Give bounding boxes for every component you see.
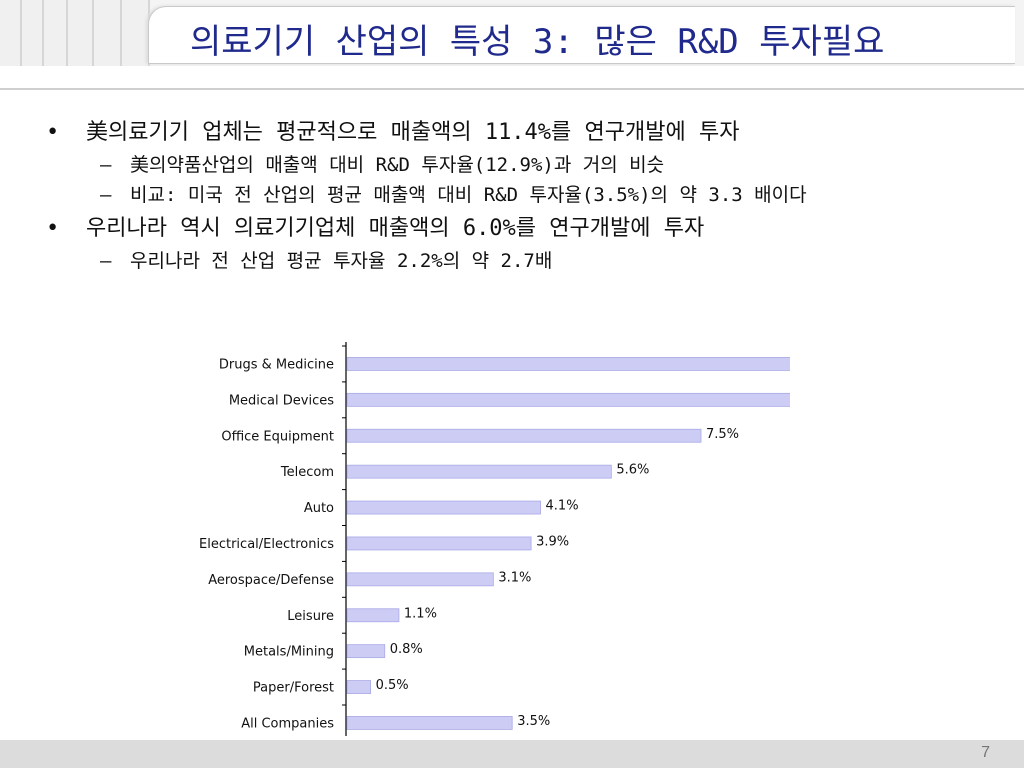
- data-label: 0.8%: [390, 642, 423, 657]
- page-number: 7: [981, 744, 990, 761]
- bar: [346, 680, 372, 694]
- category-tick-label: Metals/Mining: [244, 645, 334, 660]
- tab-decoration: [44, 0, 68, 66]
- bar: [346, 608, 400, 623]
- category-tick-label: Office Equipment: [221, 429, 334, 444]
- sub-bullet-item: – 비교: 미국 전 산업의 평균 매출액 대비 R&D 투자율(3.5%)의 …: [40, 182, 990, 208]
- bullet-text: 美의료기기 업체는 평균적으로 매출액의 11.4%를 연구개발에 투자: [86, 120, 740, 145]
- category-tick-label: Aerospace/Defense: [208, 573, 334, 588]
- sub-bullet-text: 우리나라 전 산업 평균 투자율 2.2%의 약 2.7배: [130, 250, 553, 272]
- bullet-text: 우리나라 역시 의료기기업체 매출액의 6.0%를 연구개발에 투자: [86, 216, 705, 241]
- category-tick-label: Paper/Forest: [253, 681, 334, 696]
- data-label: 3.5%: [517, 714, 550, 729]
- page-title: 의료기기 산업의 특성 3: 많은 R&D 투자필요: [190, 22, 885, 62]
- category-tick-label: Leisure: [287, 609, 334, 624]
- bullet-item: • 美의료기기 업체는 평균적으로 매출액의 11.4%를 연구개발에 투자: [40, 118, 1000, 148]
- data-label: 1.1%: [404, 606, 437, 621]
- tab-decoration: [122, 0, 150, 66]
- tab-decoration: [68, 0, 94, 66]
- title-box: [148, 6, 1015, 64]
- bar: [346, 464, 612, 479]
- bar: [346, 392, 790, 407]
- data-label: 4.1%: [546, 499, 579, 514]
- sub-bullet-dash: –: [100, 154, 112, 176]
- tab-decoration: [0, 0, 22, 66]
- bar: [346, 644, 386, 659]
- sub-bullet-dash: –: [100, 184, 112, 206]
- data-label: 3.9%: [536, 534, 569, 549]
- category-tick-label: Telecom: [280, 465, 334, 480]
- title-decoration: [0, 0, 150, 66]
- footer-bar: 7: [0, 740, 1024, 768]
- bullet-item: • 우리나라 역시 의료기기업체 매출액의 6.0%를 연구개발에 투자: [40, 214, 1000, 244]
- category-tick-label: Auto: [304, 501, 334, 516]
- data-label: 3.1%: [498, 570, 531, 585]
- category-tick-label: All Companies: [241, 716, 334, 731]
- sub-bullet-item: – 우리나라 전 산업 평균 투자율 2.2%의 약 2.7배: [40, 248, 1000, 274]
- category-tick-label: Medical Devices: [229, 393, 334, 408]
- bar: [346, 536, 532, 551]
- sub-bullet-dash: –: [100, 250, 112, 272]
- bar: [346, 357, 790, 371]
- bar: [346, 572, 494, 587]
- data-label: 7.5%: [706, 427, 739, 442]
- category-tick-label: Electrical/Electronics: [199, 537, 334, 552]
- bar: [346, 500, 541, 515]
- bar: [346, 428, 702, 443]
- bullet-list: • 美의료기기 업체는 평균적으로 매출액의 11.4%를 연구개발에 투자 –…: [40, 118, 1000, 274]
- sub-bullet-item: – 美의약품산업의 매출액 대비 R&D 투자율(12.9%)과 거의 비슷: [40, 152, 1000, 178]
- title-bar: 의료기기 산업의 특성 3: 많은 R&D 투자필요: [0, 0, 1024, 66]
- sub-bullet-text: 美의약품산업의 매출액 대비 R&D 투자율(12.9%)과 거의 비슷: [130, 154, 665, 176]
- tab-decoration: [94, 0, 122, 66]
- bullet-dot: •: [46, 120, 60, 145]
- data-label: 5.6%: [616, 463, 649, 478]
- sub-bullet-text: 비교: 미국 전 산업의 평균 매출액 대비 R&D 투자율(3.5%)의 약 …: [130, 184, 807, 206]
- bar: [346, 716, 513, 730]
- tab-decoration: [22, 0, 44, 66]
- bullet-dot: •: [46, 216, 60, 241]
- bar-chart: Drugs & Medicine12.9%Medical Devices11.4…: [199, 342, 790, 736]
- title-divider: [0, 88, 1024, 90]
- category-tick-label: Drugs & Medicine: [219, 357, 334, 372]
- data-label: 0.5%: [376, 678, 409, 693]
